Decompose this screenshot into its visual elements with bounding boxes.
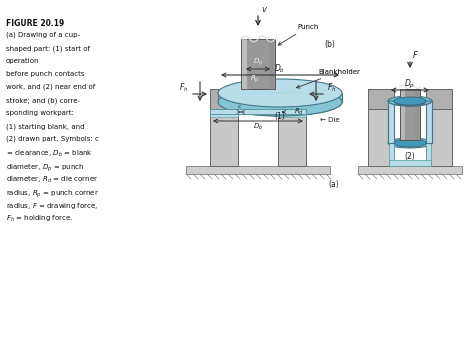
Text: (b): (b) <box>325 41 336 49</box>
Polygon shape <box>388 101 432 106</box>
Ellipse shape <box>388 138 432 148</box>
Bar <box>368 89 394 109</box>
Bar <box>389 109 394 166</box>
Ellipse shape <box>218 88 342 116</box>
Text: (2) drawn part. Symbols: c: (2) drawn part. Symbols: c <box>6 136 99 143</box>
Bar <box>278 114 306 166</box>
Bar <box>210 89 240 109</box>
Bar <box>210 114 238 117</box>
Text: Punch: Punch <box>278 24 319 45</box>
Bar <box>426 89 452 166</box>
Text: work, and (2) near end of: work, and (2) near end of <box>6 84 95 90</box>
Text: operation: operation <box>6 58 39 64</box>
Bar <box>400 89 420 140</box>
Text: $D_b$: $D_b$ <box>274 63 285 75</box>
Polygon shape <box>388 101 394 143</box>
Bar <box>426 109 431 166</box>
Bar <box>242 39 247 89</box>
Text: = clearance, $D_b$ = blank: = clearance, $D_b$ = blank <box>6 149 93 159</box>
Text: (1) starting blank, and: (1) starting blank, and <box>6 123 84 130</box>
Bar <box>278 114 306 117</box>
Text: $D_b$: $D_b$ <box>253 122 263 132</box>
Text: $D_p$: $D_p$ <box>253 56 263 68</box>
Text: (a): (a) <box>328 179 339 189</box>
Text: $R_d$: $R_d$ <box>294 107 304 117</box>
Ellipse shape <box>394 139 426 147</box>
Text: c: c <box>237 104 241 108</box>
Ellipse shape <box>394 97 426 105</box>
Ellipse shape <box>218 79 342 107</box>
Bar <box>389 160 431 166</box>
Bar <box>401 89 405 140</box>
Text: $R_p$: $R_p$ <box>250 73 260 85</box>
Bar <box>269 39 274 89</box>
Text: $F_h$: $F_h$ <box>327 82 337 94</box>
Text: shaped part: (1) start of: shaped part: (1) start of <box>6 45 90 51</box>
Text: v: v <box>261 4 266 14</box>
Text: diameter, $D_p$ = punch: diameter, $D_p$ = punch <box>6 162 84 174</box>
Text: sponding workpart:: sponding workpart: <box>6 110 74 116</box>
Text: radius, $R_p$ = punch corner: radius, $R_p$ = punch corner <box>6 188 99 199</box>
Text: (a) Drawing of a cup-: (a) Drawing of a cup- <box>6 32 80 39</box>
Text: $D_p$: $D_p$ <box>404 77 416 91</box>
Bar <box>426 89 452 109</box>
Bar <box>276 89 306 109</box>
Bar <box>368 89 394 166</box>
Text: $F_h$ = holding force.: $F_h$ = holding force. <box>6 214 73 224</box>
Ellipse shape <box>218 88 342 116</box>
Bar <box>241 39 275 89</box>
Text: diameter, $R_d$ = die corner: diameter, $R_d$ = die corner <box>6 175 98 185</box>
Text: Blankholder: Blankholder <box>296 69 360 88</box>
Bar <box>210 114 238 166</box>
Bar <box>210 109 306 114</box>
Bar <box>358 166 462 174</box>
Text: radius, $F$ = drawing force,: radius, $F$ = drawing force, <box>6 201 98 211</box>
Text: (1): (1) <box>274 112 285 120</box>
Polygon shape <box>218 93 342 102</box>
Bar <box>415 89 419 140</box>
Text: FIGURE 20.19: FIGURE 20.19 <box>6 19 64 28</box>
Text: before punch contacts: before punch contacts <box>6 71 84 77</box>
Text: stroke; and (b) corre-: stroke; and (b) corre- <box>6 97 80 104</box>
Text: $F_h$: $F_h$ <box>179 82 189 94</box>
Text: F: F <box>413 50 418 59</box>
Ellipse shape <box>388 96 432 106</box>
Text: (2): (2) <box>405 152 415 162</box>
Polygon shape <box>426 101 432 143</box>
Text: ← Die: ← Die <box>320 117 340 123</box>
Bar <box>186 166 330 174</box>
